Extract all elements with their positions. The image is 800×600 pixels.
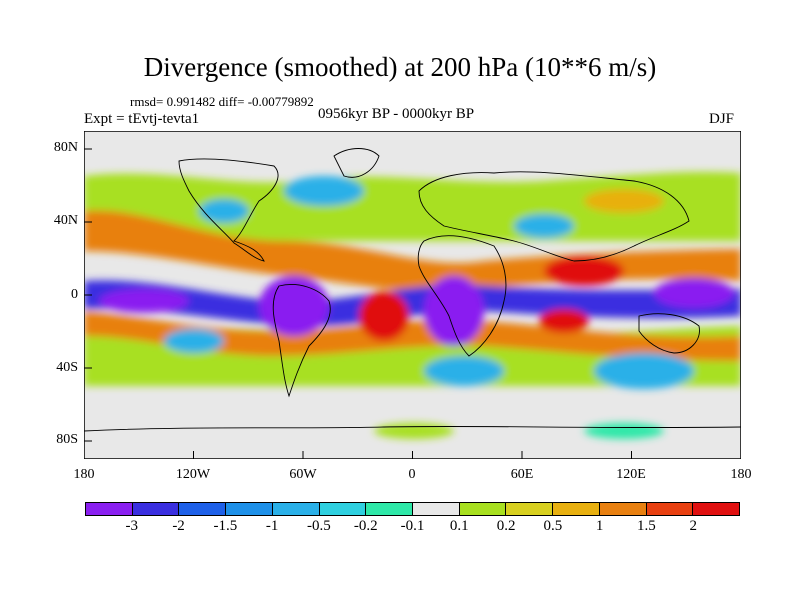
y-tick-label: 80S (56, 432, 78, 447)
colorbar-label: -0.2 (353, 518, 378, 534)
coastlines (84, 148, 741, 432)
colorbar-label: 0.1 (449, 518, 469, 534)
x-tick-label: 60W (289, 467, 317, 482)
colorbar-label: -0.1 (400, 518, 425, 534)
colorbar-swatch (132, 503, 180, 515)
colorbar-swatch (272, 503, 320, 515)
map-title: Divergence (smoothed) at 200 hPa (10**6 … (143, 52, 657, 82)
field-blob (544, 256, 624, 286)
colorbar-swatch (319, 503, 367, 515)
field-blob (199, 199, 249, 223)
divergence-map (84, 131, 741, 459)
stats-text: rmsd= 0.991482 diff= -0.00779892 (130, 94, 314, 109)
colorbar-label: -3 (125, 518, 139, 534)
x-tick-label: 120E (616, 467, 646, 482)
field-blob (584, 423, 664, 439)
colorbar-swatch (226, 503, 273, 515)
colorbar-label: -0.5 (307, 518, 331, 534)
colorbar-label: 0.5 (543, 518, 563, 534)
colorbar-label: -1.5 (213, 518, 238, 534)
colorbar-label: 1.5 (637, 518, 656, 534)
field-blob (654, 278, 734, 308)
field-blob (284, 176, 364, 206)
field-blob (359, 291, 409, 341)
field-blob (424, 356, 504, 386)
colorbar-label: 0.2 (496, 518, 516, 534)
divergence-field (84, 148, 741, 439)
y-tick-label: 40N (53, 213, 78, 228)
colorbar-swatch (693, 503, 740, 515)
colorbar-swatch (366, 503, 414, 515)
colorbar (85, 502, 740, 516)
colorbar-swatch (646, 503, 694, 515)
field-blob (424, 276, 484, 346)
experiment-label: Expt = tEvtj-tevta1 (84, 111, 200, 127)
field-blob (164, 329, 224, 353)
colorbar-label: 1 (595, 518, 604, 534)
field-blob (374, 423, 454, 439)
colorbar-swatch (413, 503, 460, 515)
axis-ticks (84, 148, 632, 459)
field-band (84, 171, 741, 241)
period-label: 0956kyr BP - 0000kyr BP (318, 106, 475, 122)
colorbar-swatch (506, 503, 554, 515)
field-blob (584, 189, 664, 213)
colorbar-swatch (459, 503, 507, 515)
colorbar-swatch (599, 503, 647, 515)
y-tick-label: 80N (53, 140, 78, 155)
colorbar-label: -1 (265, 518, 279, 534)
field-band (84, 311, 741, 361)
season-label: DJF (709, 111, 735, 127)
y-tick-label: 0 (71, 287, 78, 302)
field-blob (259, 276, 329, 336)
x-tick-label: 120W (175, 467, 211, 482)
field-blob (99, 289, 189, 313)
x-tick-label: 180 (730, 467, 752, 482)
x-tick-label: 0 (408, 467, 416, 482)
field-blob (539, 309, 589, 333)
x-tick-label: 180 (73, 467, 95, 482)
colorbar-label: -2 (172, 518, 185, 534)
y-tick-label: 40S (56, 360, 78, 375)
colorbar-swatch (553, 503, 600, 515)
colorbar-swatch (179, 503, 227, 515)
field-blob (514, 214, 574, 238)
colorbar-label: 2 (689, 518, 697, 534)
x-tick-label: 60E (510, 467, 534, 482)
field-blob (594, 353, 694, 389)
colorbar-swatch (86, 503, 133, 515)
